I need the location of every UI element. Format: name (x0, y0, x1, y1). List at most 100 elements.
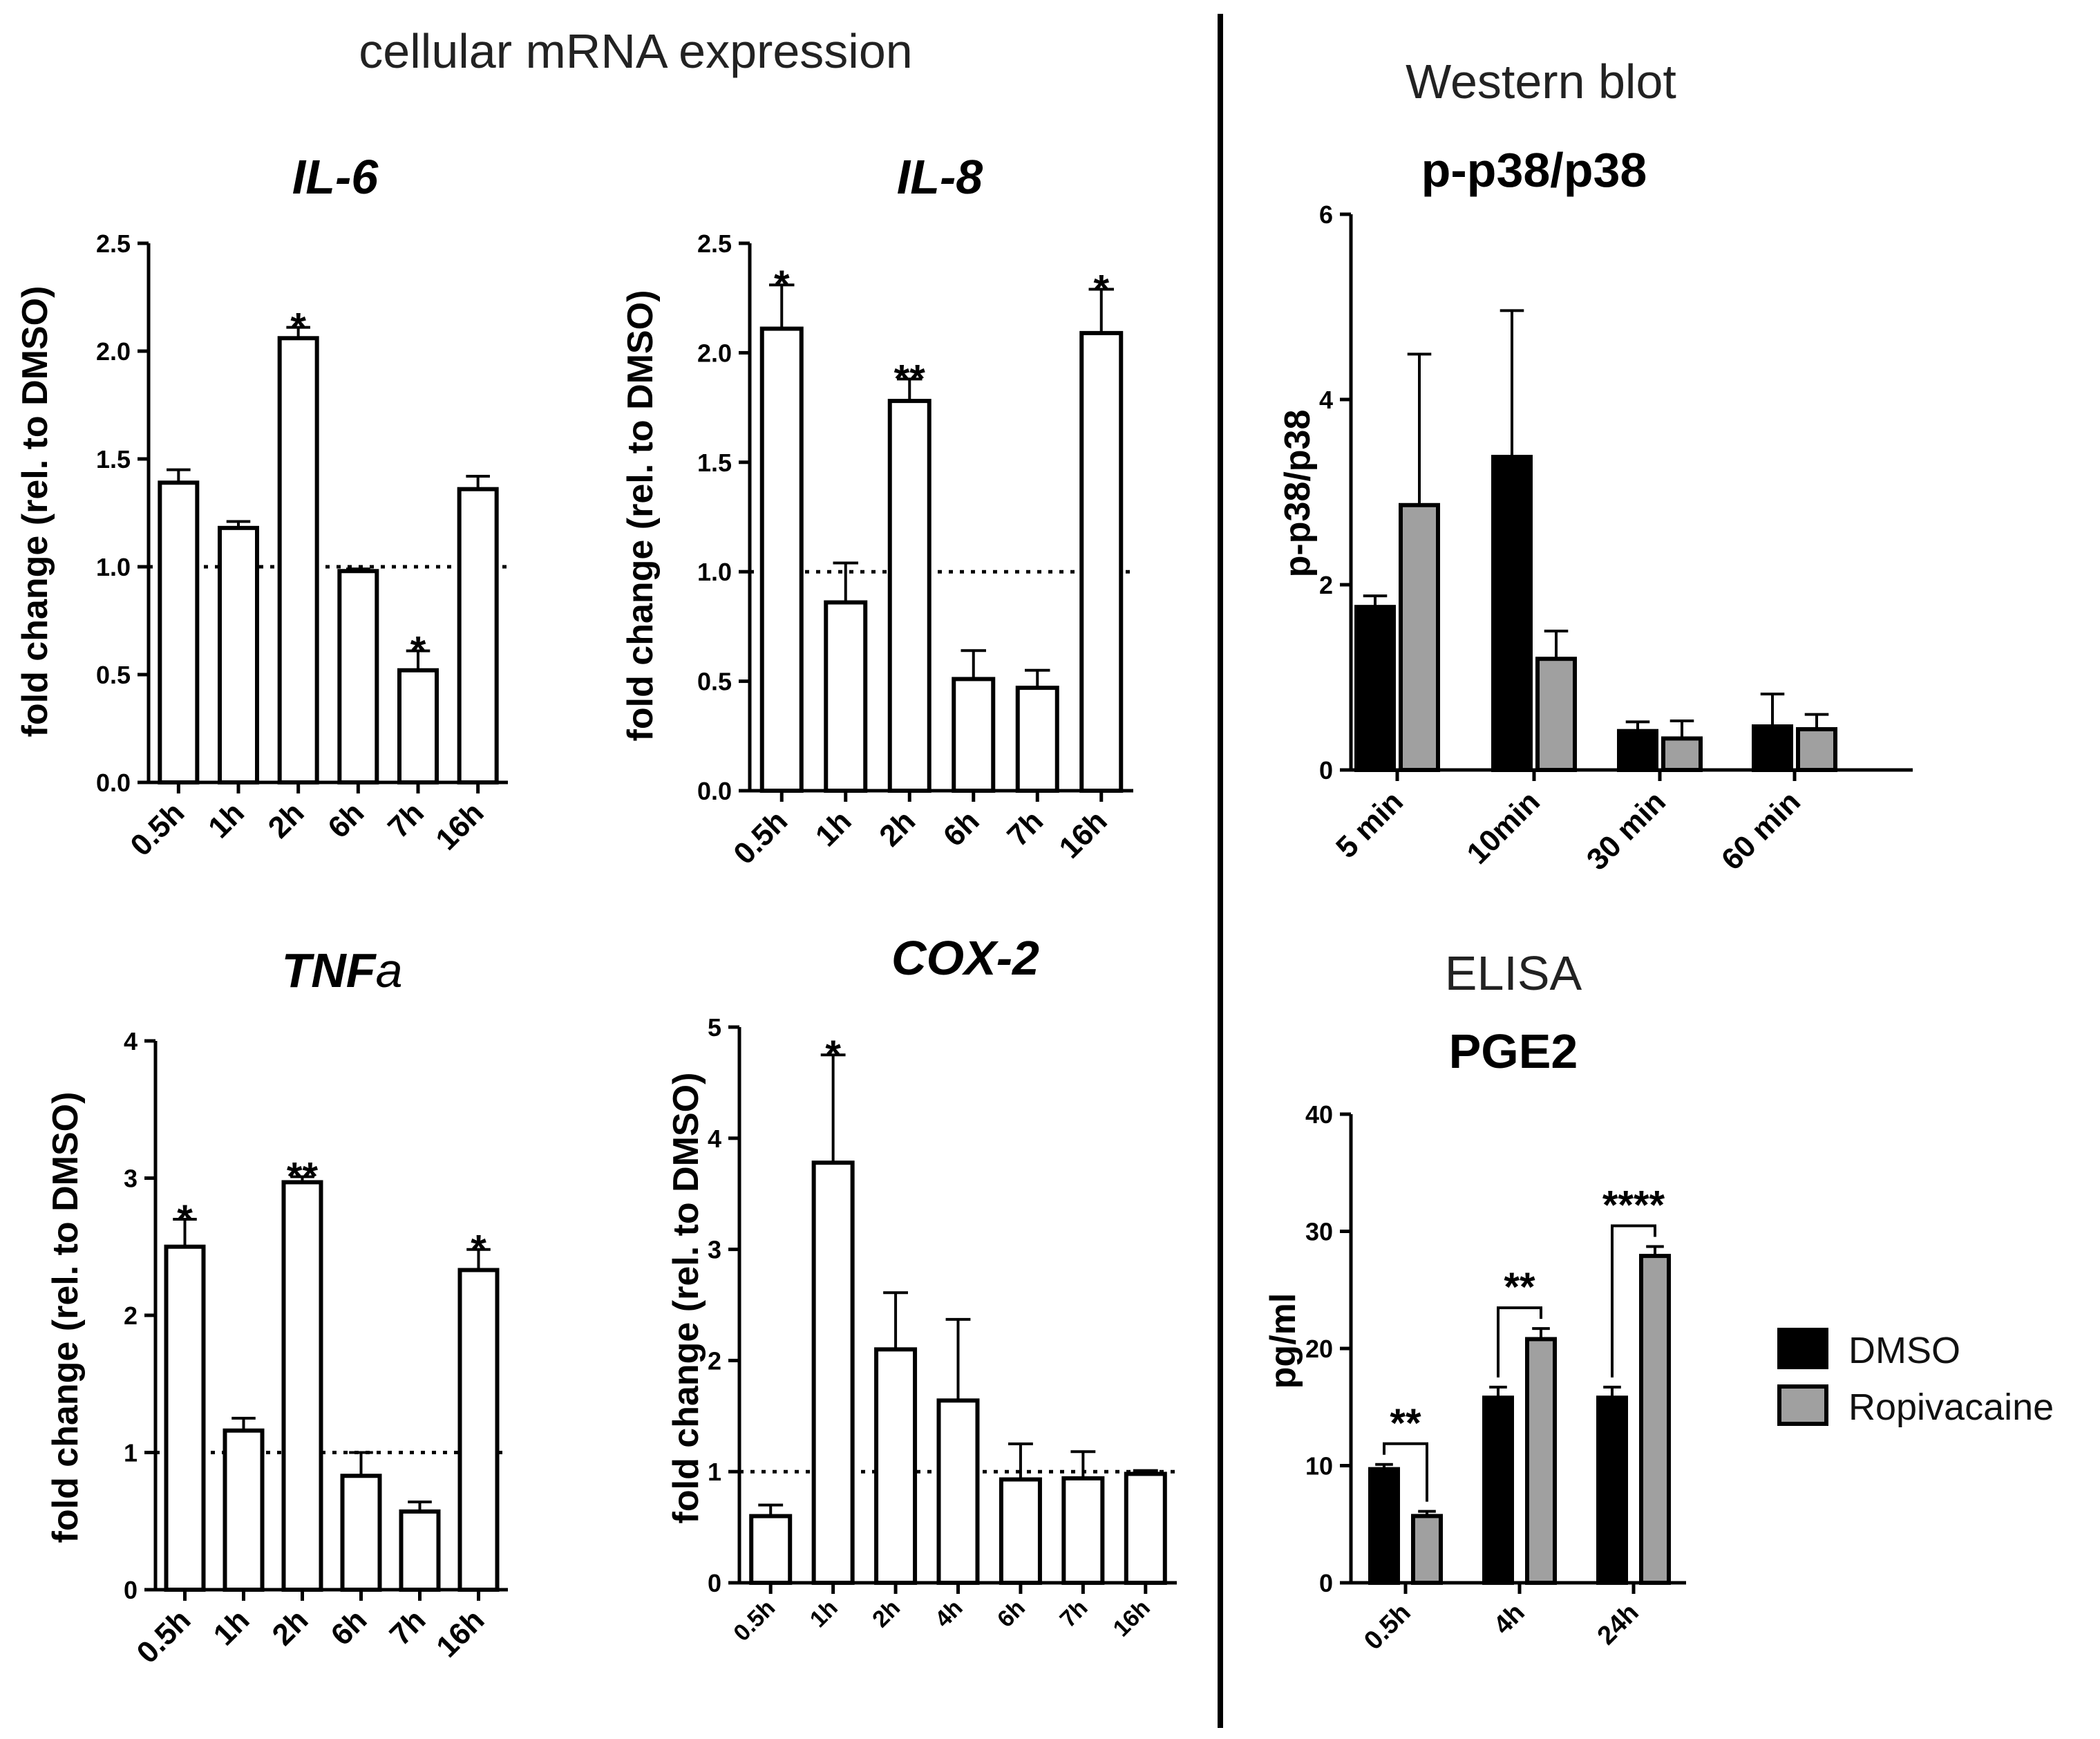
cox2-ylabel: fold change (rel. to DMSO) (666, 1073, 706, 1524)
tnfa-title-main: TNF (281, 943, 377, 997)
il8-ylabel: fold change (rel. to DMSO) (621, 290, 661, 742)
bar-dmso (1491, 455, 1533, 773)
il8-chart: * 0.5h 1h ** 2h 6h 7h * 16h 0.0 0.5 1.0 1.5 2.0 2.5 (697, 229, 1133, 871)
x-tick-label: 0.5h (1359, 1598, 1416, 1655)
y-tick-label: 3 (708, 1236, 721, 1264)
il8-title: IL-8 (897, 150, 983, 204)
y-tick-label: 4 (1319, 386, 1333, 414)
bar (887, 399, 931, 793)
cox2-chart: 0.5h * 1h 2h 4h 6h 7h 16h 0 1 2 3 4 5 (708, 1013, 1177, 1646)
pge2-title: PGE2 (1449, 1024, 1578, 1078)
x-tick-label: 0.5h (131, 1603, 198, 1670)
x-tick-label: 6h (937, 804, 986, 853)
y-tick-label: 1 (708, 1458, 721, 1486)
bar (158, 480, 200, 784)
x-tick-label: 7h (383, 1603, 432, 1652)
y-tick-label: 0 (124, 1576, 138, 1604)
tnfa-chart: * 0.5h 1h ** 2h 6h 7h * 16h 0 1 2 3 4 (124, 1027, 508, 1670)
bar-ropivacaine (1796, 727, 1837, 773)
bar (1061, 1476, 1105, 1585)
bar (824, 600, 868, 793)
bar (340, 1474, 382, 1592)
pp38-ylabel: p-p38/p38 (1278, 410, 1318, 578)
western-blot-title: Western blot (1406, 55, 1676, 109)
significance-label: **** (1602, 1183, 1665, 1228)
bar (218, 525, 259, 785)
x-tick-label: 16h (1052, 804, 1113, 865)
x-tick-label: 0.5h (727, 804, 794, 871)
bar-ropivacaine (1535, 657, 1577, 773)
tnfa-ylabel: fold change (rel. to DMSO) (46, 1092, 86, 1543)
y-tick-label: 2.0 (96, 337, 131, 366)
il6-ylabel: fold change (rel. to DMSO) (15, 286, 55, 737)
significance-label: * (774, 263, 790, 308)
bar (811, 1160, 855, 1585)
y-tick-label: 4 (124, 1027, 138, 1055)
bar (1015, 686, 1059, 793)
x-tick-label: 6h (321, 796, 370, 845)
x-tick-label: 30 min (1580, 784, 1672, 876)
x-tick-label: 4h (930, 1595, 968, 1633)
bar (749, 1514, 793, 1586)
bar (999, 1477, 1042, 1586)
y-tick-label: 0 (708, 1569, 721, 1597)
y-tick-label: 2.5 (96, 229, 131, 258)
pp38-title: p-p38/p38 (1421, 143, 1647, 197)
y-tick-label: 30 (1305, 1218, 1333, 1246)
bar (1124, 1472, 1167, 1586)
x-tick-label: 24h (1592, 1598, 1645, 1651)
significance-label: * (410, 629, 426, 674)
x-tick-label: 6h (324, 1603, 373, 1652)
x-tick-label: 16h (429, 796, 490, 856)
x-tick-label: 16h (1108, 1595, 1155, 1642)
bar (759, 326, 804, 793)
bar-dmso (1482, 1395, 1514, 1585)
y-tick-label: 2.0 (697, 339, 732, 367)
bar-dmso (1596, 1395, 1628, 1585)
y-tick-label: 4 (708, 1125, 721, 1153)
significance-label: * (177, 1197, 193, 1242)
bar-dmso (1368, 1467, 1400, 1585)
y-tick-label: 1.0 (96, 553, 131, 581)
bar-dmso (1752, 724, 1793, 773)
left-section-title: cellular mRNA expression (359, 24, 912, 78)
significance-label: ** (287, 1155, 319, 1200)
bar (952, 677, 996, 793)
y-tick-label: 0.5 (96, 661, 131, 689)
pge2-ylabel: pg/ml (1263, 1293, 1303, 1389)
il6-title: IL-6 (292, 150, 379, 204)
bar (223, 1428, 265, 1592)
bar (457, 487, 499, 784)
cox2-title: COX-2 (891, 931, 1039, 985)
x-tick-label: 4h (1488, 1598, 1531, 1640)
x-tick-label: 1h (207, 1603, 256, 1652)
y-tick-label: 2 (124, 1301, 138, 1330)
legend-label-dmso: DMSO (1848, 1330, 1960, 1371)
significance-label: * (825, 1033, 841, 1078)
significance-label: * (1093, 267, 1109, 312)
bar-ropivacaine (1661, 736, 1703, 772)
y-tick-label: 1.0 (697, 558, 732, 586)
significance-label: * (471, 1228, 486, 1272)
y-tick-label: 3 (124, 1165, 138, 1193)
y-tick-label: 0.0 (96, 769, 131, 797)
significance-bracket (1611, 1224, 1656, 1378)
legend-swatch-dmso (1777, 1328, 1828, 1369)
y-tick-label: 2 (708, 1346, 721, 1375)
bar-dmso (1354, 605, 1396, 772)
y-tick-label: 1 (124, 1439, 138, 1467)
y-tick-label: 40 (1305, 1100, 1333, 1129)
x-tick-label: 0.5h (728, 1595, 780, 1646)
bar (457, 1268, 500, 1592)
x-tick-label: 5 min (1330, 784, 1410, 865)
bar-ropivacaine (1399, 502, 1440, 772)
y-tick-label: 1.5 (697, 449, 732, 477)
bar (277, 336, 319, 784)
significance-label: ** (1504, 1265, 1535, 1310)
legend-label-ropivacaine: Ropivacaine (1848, 1386, 2054, 1428)
elisa-title: ELISA (1445, 946, 1582, 1000)
y-tick-label: 0.0 (697, 777, 732, 805)
x-tick-label: 2h (873, 804, 922, 853)
significance-label: ** (1390, 1401, 1421, 1446)
